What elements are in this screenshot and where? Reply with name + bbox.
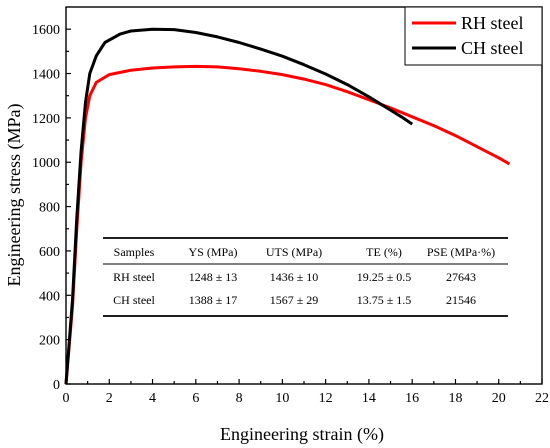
table-cell: 1388 ± 17 bbox=[189, 293, 238, 307]
x-tick-label: 0 bbox=[63, 391, 70, 406]
legend-label: RH steel bbox=[461, 13, 524, 33]
y-tick-label: 1200 bbox=[32, 112, 60, 127]
y-tick-label: 400 bbox=[39, 289, 60, 304]
table-cell: 21546 bbox=[446, 293, 476, 307]
legend-box bbox=[404, 6, 543, 66]
table-cell: 1567 ± 29 bbox=[270, 293, 319, 307]
table-header-cell: Samples bbox=[114, 245, 155, 259]
y-tick-label: 600 bbox=[39, 245, 60, 260]
y-tick-label: 1400 bbox=[32, 68, 60, 83]
table-cell: 19.25 ± 0.5 bbox=[357, 270, 412, 284]
y-tick-label: 1000 bbox=[32, 156, 60, 171]
y-axis-title: Engineering stress (MPa) bbox=[4, 104, 25, 287]
table-cell: 13.75 ± 1.5 bbox=[357, 293, 412, 307]
x-tick-label: 2 bbox=[106, 391, 113, 406]
x-tick-label: 4 bbox=[149, 391, 156, 406]
y-tick-label: 200 bbox=[39, 334, 60, 349]
data-series bbox=[64, 27, 511, 385]
y-tick-label: 0 bbox=[53, 378, 60, 393]
table-header-cell: YS (MPa) bbox=[188, 245, 237, 259]
x-tick-label: 20 bbox=[492, 391, 506, 406]
table-header-cell: PSE (MPa·%) bbox=[427, 245, 495, 259]
table-cell: RH steel bbox=[113, 270, 155, 284]
series-line-ch-steel bbox=[64, 27, 414, 385]
series-line-rh-steel bbox=[64, 64, 511, 385]
x-tick-label: 6 bbox=[192, 391, 199, 406]
x-tick-label: 16 bbox=[405, 391, 419, 406]
plot-border bbox=[65, 6, 543, 385]
table-cell: CH steel bbox=[113, 293, 155, 307]
table-header-cell: TE (%) bbox=[366, 245, 402, 259]
properties-table: Samples YS (MPa) UTS (MPa) TE (%) PSE (MPa·%… bbox=[103, 237, 508, 317]
table-cell: 27643 bbox=[446, 270, 476, 284]
axis-ticks: 0 2 4 6 8 10 12 14 16 18 20 22 0 200 400 600 800 1000 1200… bbox=[32, 23, 549, 406]
x-axis-title: Engineering strain (%) bbox=[220, 424, 384, 445]
x-tick-label: 12 bbox=[319, 391, 333, 406]
plot-frame bbox=[65, 6, 543, 385]
table-cell: 1248 ± 13 bbox=[189, 270, 238, 284]
x-tick-label: 8 bbox=[236, 391, 243, 406]
table-cell: 1436 ± 10 bbox=[270, 270, 319, 284]
x-tick-label: 22 bbox=[535, 391, 549, 406]
legend-label: CH steel bbox=[461, 38, 524, 58]
y-tick-label: 800 bbox=[39, 201, 60, 216]
x-tick-label: 18 bbox=[448, 391, 462, 406]
y-tick-label: 1600 bbox=[32, 23, 60, 38]
x-tick-label: 10 bbox=[275, 391, 289, 406]
legend: RH steel CH steel bbox=[404, 6, 543, 66]
x-tick-label: 14 bbox=[362, 391, 376, 406]
table-header-cell: UTS (MPa) bbox=[266, 245, 322, 259]
